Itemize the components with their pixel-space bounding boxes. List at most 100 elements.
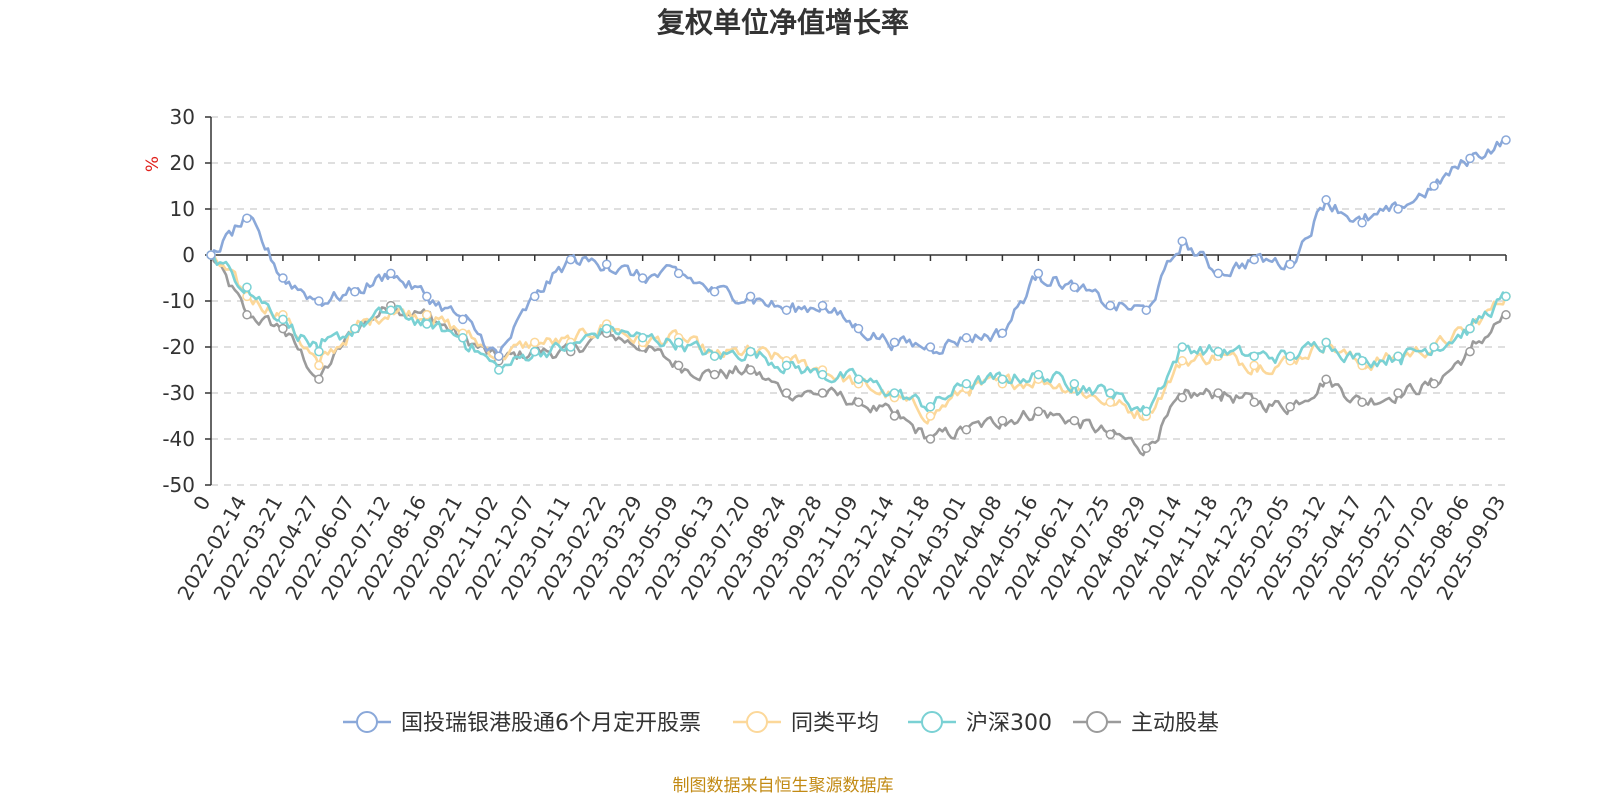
data-point — [494, 351, 504, 361]
data-point — [1105, 388, 1116, 398]
legend-label: 同类平均 — [791, 711, 879, 736]
data-point — [781, 360, 792, 371]
data-point — [1177, 236, 1187, 246]
data-point — [853, 374, 864, 384]
data-point — [637, 273, 648, 283]
legend-marker — [921, 711, 943, 733]
data-point — [1249, 351, 1259, 361]
data-point — [1033, 369, 1044, 380]
data-point — [1429, 181, 1439, 191]
data-point — [997, 374, 1008, 384]
y-axis-unit: % — [143, 156, 163, 172]
axes — [205, 116, 1507, 486]
legend-item[interactable]: 同类平均 — [733, 711, 879, 736]
data-point — [1177, 356, 1187, 366]
grid-lines — [211, 116, 1506, 486]
data-point — [422, 319, 432, 329]
legend-item[interactable]: 沪深300 — [908, 711, 1052, 736]
data-point — [314, 346, 324, 357]
series-lines — [206, 135, 1511, 457]
data-point — [565, 254, 576, 265]
legend-item[interactable]: 国投瑞银港股通6个月定开股票 — [343, 711, 701, 736]
data-point — [781, 388, 792, 398]
data-point — [1285, 259, 1295, 269]
legend-label: 主动股基 — [1131, 711, 1219, 736]
data-point — [422, 310, 432, 320]
legend[interactable]: 国投瑞银港股通6个月定开股票 同类平均 沪深300 主动股基 — [343, 711, 1219, 736]
y-tick-label: 30 — [170, 105, 195, 129]
data-point — [1465, 153, 1475, 164]
data-point — [1429, 342, 1439, 352]
data-point — [1213, 388, 1223, 398]
data-point — [1033, 268, 1044, 279]
data-point — [1321, 337, 1331, 348]
data-point — [530, 337, 540, 348]
data-point — [601, 259, 612, 269]
data-point — [458, 314, 468, 325]
data-point — [1393, 204, 1403, 214]
data-point — [1465, 346, 1475, 357]
data-point — [1465, 323, 1475, 334]
data-point — [386, 305, 396, 315]
data-point — [1501, 291, 1511, 302]
data-point — [278, 314, 288, 325]
data-source: 制图数据来自恒生聚源数据库 — [673, 776, 894, 796]
y-tick-label: -30 — [162, 381, 195, 405]
data-point — [314, 296, 324, 306]
data-point — [1069, 282, 1080, 292]
legend-marker — [356, 711, 378, 733]
data-point — [350, 323, 360, 334]
y-tick-labels: 30 20 10 0 -10 -20 -30 -40 -50 — [162, 105, 195, 497]
data-point — [853, 323, 864, 334]
y-tick-label: -20 — [162, 335, 195, 359]
data-point — [1357, 218, 1367, 228]
data-point — [1177, 342, 1187, 352]
x-tick-label: 0 — [188, 492, 215, 515]
data-point — [242, 213, 252, 223]
data-point — [1249, 254, 1259, 265]
data-point — [242, 310, 252, 320]
data-point — [1501, 310, 1511, 320]
data-point — [961, 425, 972, 435]
data-point — [1357, 356, 1367, 366]
data-point — [1177, 392, 1187, 403]
data-point — [745, 346, 756, 357]
data-point — [278, 273, 288, 283]
legend-item[interactable]: 主动股基 — [1073, 711, 1219, 736]
data-point — [1069, 415, 1080, 426]
data-point — [350, 287, 360, 297]
data-point — [1141, 406, 1152, 417]
data-point — [1393, 351, 1403, 361]
data-point — [1429, 379, 1439, 389]
x-tick-labels: 02022-02-142022-03-212022-04-272022-06-0… — [172, 492, 1510, 605]
data-point — [458, 333, 468, 343]
data-point — [1105, 300, 1116, 311]
data-point — [1249, 397, 1259, 407]
data-point — [997, 415, 1008, 426]
data-point — [961, 333, 972, 343]
data-point — [278, 323, 288, 334]
data-point — [314, 360, 324, 371]
data-point — [925, 434, 936, 444]
data-point — [422, 291, 432, 302]
data-point — [1141, 305, 1152, 315]
data-point — [530, 291, 540, 302]
data-point — [601, 323, 612, 334]
y-tick-label: 20 — [170, 151, 195, 175]
data-point — [817, 300, 828, 311]
data-point — [1357, 397, 1367, 407]
data-point — [673, 268, 684, 279]
data-point — [925, 402, 936, 412]
data-point — [997, 328, 1008, 338]
data-point — [206, 250, 216, 260]
data-point — [673, 337, 684, 348]
data-point — [530, 346, 540, 357]
data-point — [1393, 388, 1403, 398]
y-tick-label: -50 — [162, 473, 195, 497]
data-point — [1321, 195, 1331, 205]
data-point — [745, 365, 756, 375]
data-point — [1285, 402, 1295, 412]
data-point — [709, 369, 720, 380]
data-point — [781, 305, 792, 315]
data-point — [314, 374, 324, 384]
